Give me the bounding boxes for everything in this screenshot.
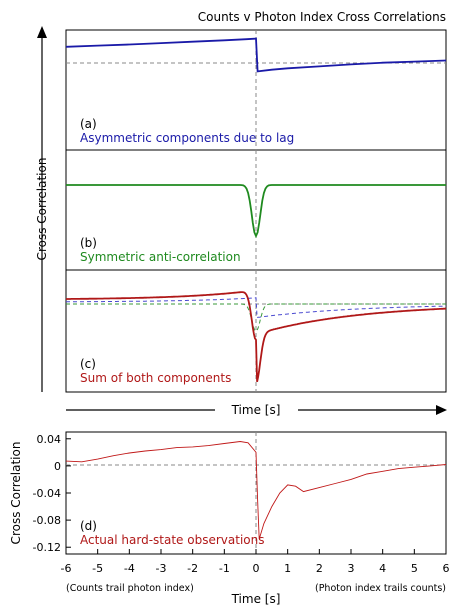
y-tick-label: 0 (54, 460, 61, 473)
panel-a-caption: Asymmetric components due to lag (80, 131, 294, 145)
y-axis-arrow (37, 26, 47, 392)
y-tick-label: -0.12 (33, 541, 61, 554)
x-tick-label: 4 (379, 562, 386, 575)
panel-b-caption: Symmetric anti-correlation (80, 250, 241, 264)
y-tick-label: -0.08 (33, 514, 61, 527)
panel-b-label: (b) (80, 236, 97, 250)
x-axis-ticks: -6 -5 -4 -3 -2 -1 0 1 2 3 4 5 6 (61, 549, 450, 575)
y-axis-label-top: Cross Correlation (35, 158, 49, 261)
panel-c-caption: Sum of both components (80, 371, 231, 385)
y-tick-label: -0.04 (33, 487, 61, 500)
figure-title: Counts v Photon Index Cross Correlations (198, 10, 446, 24)
x-tick-label: 2 (316, 562, 323, 575)
x-tick-label: -6 (61, 562, 72, 575)
panel-d-series-line (65, 441, 447, 540)
panel-b-series-line (66, 184, 446, 239)
y-axis-ticks: 0.04 0 -0.04 -0.08 -0.12 (33, 433, 71, 554)
time-arrow (66, 405, 447, 415)
x-axis-right-note: (Photon index trails counts) (315, 583, 446, 594)
y-tick-label: 0.04 (37, 433, 62, 446)
x-tick-label: -5 (92, 562, 103, 575)
x-tick-label: -1 (219, 562, 230, 575)
x-axis-label: Time [s] (231, 592, 281, 606)
y-axis-label: Cross Correlation (9, 442, 23, 545)
time-arrow-head (436, 405, 447, 415)
x-tick-label: -4 (124, 562, 135, 575)
y-arrow-head (37, 26, 47, 38)
panel-c-anti-component (66, 303, 446, 332)
panel-d-label: (d) (80, 519, 97, 533)
panel-a-series-line (65, 37, 447, 73)
panel-c-series-line (66, 291, 447, 382)
x-tick-label: 0 (253, 562, 260, 575)
panel-d-caption: Actual hard-state observations (80, 533, 264, 547)
x-tick-label: 3 (348, 562, 355, 575)
panel-c-label: (c) (80, 357, 96, 371)
x-tick-label: -2 (187, 562, 198, 575)
x-tick-label: 1 (284, 562, 291, 575)
x-axis-left-note: (Counts trail photon index) (66, 583, 194, 594)
x-tick-label: 5 (411, 562, 418, 575)
x-tick-label: -3 (156, 562, 167, 575)
x-tick-label: 6 (443, 562, 450, 575)
panel-c-lag-component (66, 297, 446, 319)
panel-a-label: (a) (80, 117, 97, 131)
time-arrow-label: Time [s] (231, 403, 281, 417)
